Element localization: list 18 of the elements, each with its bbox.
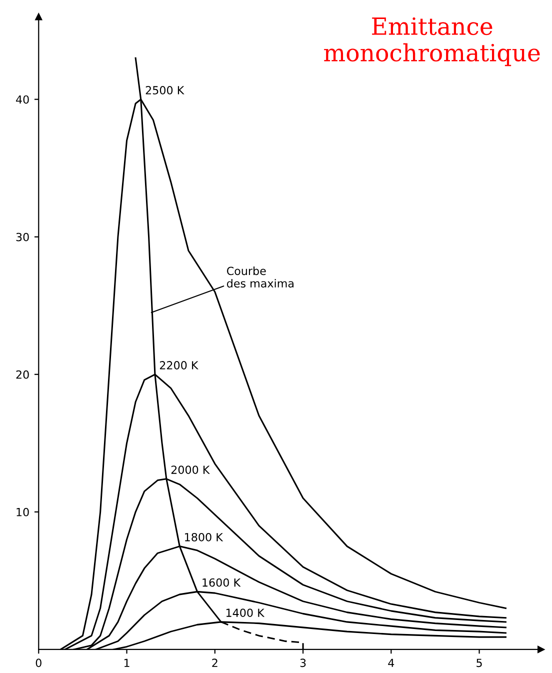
x-tick-label: 2 bbox=[212, 658, 218, 667]
y-tick-label: 20 bbox=[16, 370, 29, 379]
text: Emittance monochromatique bbox=[324, 17, 540, 66]
series-label: 2000 K bbox=[171, 466, 210, 474]
series-label: 1800 K bbox=[185, 532, 224, 542]
series-label: 1600 K bbox=[202, 578, 241, 587]
y-tick-label: 40 bbox=[16, 95, 29, 104]
x-tick-label: 5 bbox=[476, 658, 482, 668]
series-label: 1400 K bbox=[226, 608, 265, 618]
y-tick-label: 30 bbox=[16, 232, 29, 242]
x-tick-label: 3 bbox=[300, 658, 306, 668]
x-tick-label: 0 bbox=[36, 658, 42, 668]
annotation: Courbe des maxima bbox=[226, 266, 294, 288]
x-tick-label: 4 bbox=[388, 658, 394, 667]
series-label: 2200 K bbox=[160, 361, 198, 370]
x-tick-label: 1 bbox=[124, 658, 130, 667]
series-label: 2500 K bbox=[146, 86, 184, 94]
y-tick-label: 10 bbox=[16, 508, 29, 516]
